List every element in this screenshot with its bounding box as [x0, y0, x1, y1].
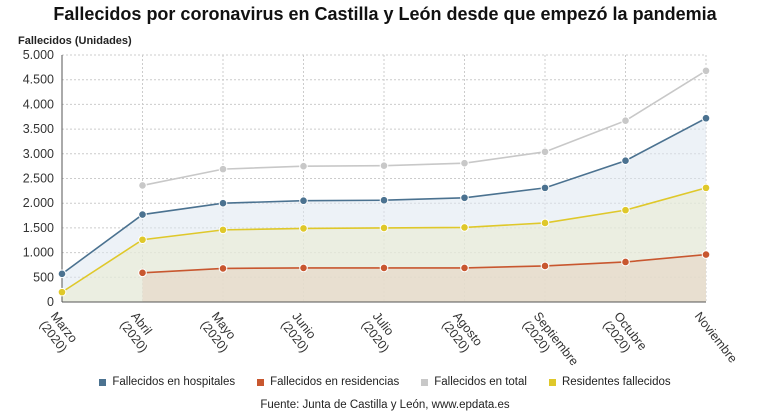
data-point [57, 287, 67, 297]
series-line [142, 253, 707, 274]
series-line [142, 70, 707, 187]
x-tick-label: Mayo(2020) [198, 309, 239, 355]
data-point [540, 261, 550, 271]
x-tick-label: Junio(2020) [278, 309, 318, 355]
data-point [621, 116, 630, 126]
data-point [379, 195, 389, 205]
data-point [460, 158, 469, 168]
x-tick-label: Agosto(2020) [439, 309, 485, 355]
y-tick-label: 3.500 [23, 122, 54, 136]
y-tick-label: 3.000 [23, 147, 54, 161]
y-tick-label: 0 [47, 295, 54, 309]
data-point [138, 268, 147, 278]
data-point [218, 225, 228, 235]
y-tick-label: 2.500 [23, 172, 54, 186]
x-tick-label: Julio(2020) [359, 309, 397, 355]
y-tick-label: 5.000 [23, 48, 54, 62]
legend-item-residencias[interactable]: Fallecidos en residencias [257, 376, 399, 388]
data-point [299, 263, 308, 273]
x-tick-text: Noviembre [692, 309, 740, 365]
data-point [540, 218, 550, 228]
legend-label: Fallecidos en total [434, 376, 527, 388]
x-tick-label: Septiembre(2020) [520, 309, 581, 368]
data-point [218, 198, 228, 208]
data-point [299, 224, 308, 233]
data-point [540, 147, 550, 157]
data-point [57, 269, 67, 279]
y-tick-label: 500 [33, 270, 54, 284]
data-point [218, 264, 228, 273]
source-prefix: Fuente: Junta de Castilla y León, [260, 399, 432, 411]
data-point [138, 210, 147, 219]
data-point [218, 164, 228, 174]
legend-label: Residentes fallecidos [561, 376, 671, 388]
x-tick-label: Marzo(2020) [37, 309, 80, 355]
y-tick-label: 4.500 [23, 73, 54, 87]
x-tick-label: Abril(2020) [117, 309, 154, 355]
data-point [138, 181, 147, 190]
x-tick-label: Octubre(2020) [600, 309, 649, 355]
data-point [379, 161, 389, 170]
legend-label: Fallecidos en residencias [270, 376, 400, 388]
data-point [460, 193, 469, 203]
source-link[interactable]: www.epdata.es [431, 399, 510, 411]
data-point [379, 263, 389, 273]
legend-item-total[interactable]: Fallecidos en total [421, 376, 527, 388]
legend: Fallecidos en hospitales Fallecidos en r… [0, 376, 770, 388]
data-point [621, 156, 630, 166]
y-tick-label: 2.000 [23, 196, 54, 210]
data-point [460, 263, 469, 273]
data-point [701, 183, 711, 193]
data-point [379, 223, 389, 233]
y-tick-label: 4.000 [23, 97, 54, 111]
x-tick-label: Noviembre [692, 309, 740, 365]
legend-swatch [257, 378, 265, 386]
series-area [142, 254, 706, 302]
data-point [621, 257, 630, 267]
legend-item-hospitales[interactable]: Fallecidos en hospitales [99, 376, 235, 388]
y-tick-label: 1.000 [23, 246, 54, 260]
legend-swatch [99, 378, 107, 386]
data-point [540, 183, 550, 193]
data-point [701, 113, 711, 123]
source-note: Fuente: Junta de Castilla y León, www.ep… [0, 399, 770, 411]
y-axis-label: Fallecidos (Unidades) [18, 35, 132, 47]
data-point [299, 161, 308, 171]
y-tick-label: 1.500 [23, 221, 54, 235]
data-point [299, 196, 308, 206]
data-point [621, 205, 630, 215]
data-point [138, 235, 147, 245]
data-point [701, 66, 711, 76]
legend-item-residentes[interactable]: Residentes fallecidos [548, 376, 671, 388]
legend-swatch [548, 378, 556, 386]
legend-swatch [421, 378, 429, 386]
legend-label: Fallecidos en hospitales [112, 376, 236, 388]
chart-title: Fallecidos por coronavirus en Castilla y… [53, 4, 717, 24]
data-point [701, 250, 711, 259]
data-point [460, 223, 469, 232]
